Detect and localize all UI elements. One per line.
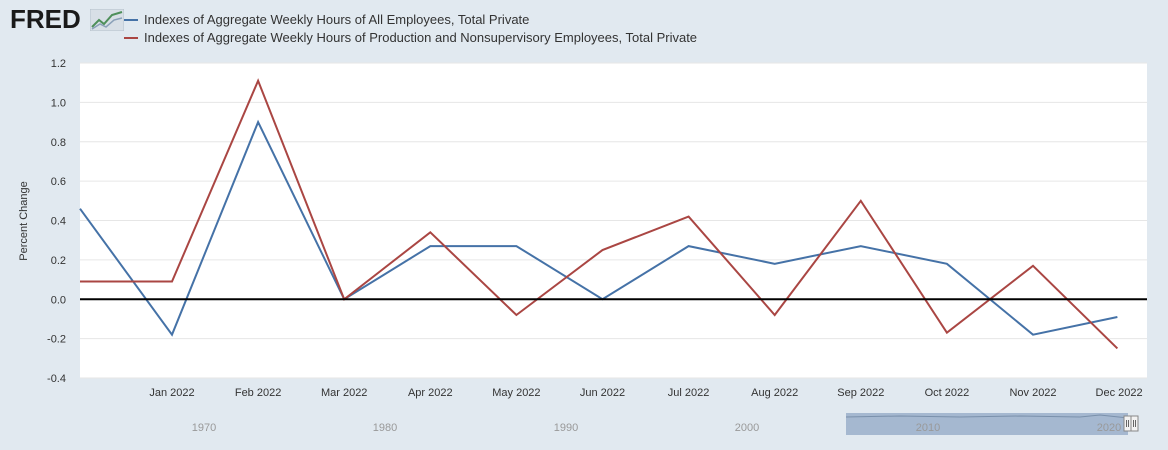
navigator-selection[interactable] <box>846 413 1128 435</box>
x-tick-label: Feb 2022 <box>235 387 281 399</box>
navigator-year-label: 1970 <box>192 422 216 434</box>
x-tick-label: Apr 2022 <box>408 387 453 399</box>
line-chart-icon <box>90 9 124 31</box>
gridlines <box>80 62 1147 379</box>
fred-logo-text: FRED <box>10 4 81 34</box>
navigator-year-label: 1990 <box>554 422 578 434</box>
navigator-year-label: 1980 <box>373 422 397 434</box>
legend-item-all-employees[interactable]: Indexes of Aggregate Weekly Hours of All… <box>124 12 529 27</box>
x-tick-label: Sep 2022 <box>837 387 884 399</box>
navigator-series <box>845 414 1129 419</box>
y-tick-label: 0.4 <box>51 216 66 228</box>
navigator-year-label: 2010 <box>916 422 940 434</box>
navigator-year-label: 2000 <box>735 422 759 434</box>
x-tick-label: Dec 2022 <box>1096 387 1143 399</box>
y-tick-label: 0.0 <box>51 294 66 306</box>
y-tick-label: 0.8 <box>51 137 66 149</box>
legend-swatch-red <box>124 36 138 39</box>
x-tick-label: Jun 2022 <box>580 387 625 399</box>
x-tick-label: Oct 2022 <box>925 387 970 399</box>
y-tick-label: 0.2 <box>51 255 66 267</box>
navigator: 1970 1980 1990 2000 2010 2020 <box>80 408 1147 436</box>
x-tick-label: Nov 2022 <box>1009 387 1056 399</box>
x-axis-ticks: Jan 2022 Feb 2022 Mar 2022 Apr 2022 May 2022… <box>149 387 1142 399</box>
series-line-2[interactable] <box>80 78 1119 350</box>
x-tick-label: Aug 2022 <box>751 387 798 399</box>
y-tick-label: 1.0 <box>51 97 66 109</box>
x-tick-label: May 2022 <box>492 387 540 399</box>
y-axis-ticks: 1.2 1.0 0.8 0.6 0.4 0.2 0.0 -0.2 -0.4 <box>47 58 66 385</box>
legend-swatch-blue <box>124 18 138 21</box>
y-tick-label: 0.6 <box>51 176 66 188</box>
legend-label-production-employees: Indexes of Aggregate Weekly Hours of Pro… <box>144 30 698 45</box>
x-tick-label: Jan 2022 <box>149 387 194 399</box>
y-tick-label: -0.2 <box>47 334 66 346</box>
navigator-handle-left[interactable] <box>1123 415 1132 432</box>
x-tick-label: Mar 2022 <box>321 387 367 399</box>
series-lines <box>79 78 1147 350</box>
navigator-year-label: 2020 <box>1097 422 1121 434</box>
x-tick-label: Jul 2022 <box>668 387 710 399</box>
y-axis-label: Percent Change <box>18 181 30 261</box>
legend-item-production-employees[interactable]: Indexes of Aggregate Weekly Hours of Pro… <box>124 30 697 45</box>
y-tick-label: -0.4 <box>47 373 66 385</box>
navigator-handle-right[interactable] <box>1130 415 1139 432</box>
legend-label-all-employees: Indexes of Aggregate Weekly Hours of All… <box>144 12 530 27</box>
y-tick-label: 1.2 <box>51 58 66 70</box>
